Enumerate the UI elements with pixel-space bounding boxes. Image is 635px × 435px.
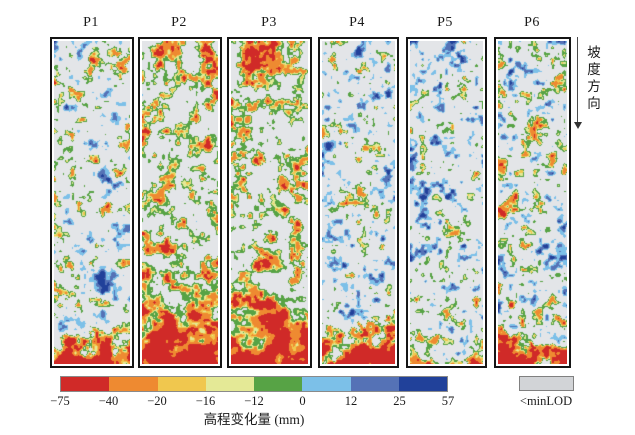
colorbar-segment-lightblue [302,377,351,391]
panel-p6-raster [498,41,567,364]
panel-p4-raster [322,41,395,364]
panel-p1-raster [54,41,130,364]
slope-direction-label: 坡度方向 [585,45,600,113]
colorbar-tick: 25 [393,394,406,408]
arrow-down-icon [574,122,582,129]
colorbar-segment-medblue [350,377,399,391]
colorbar-segment-yellow [157,377,206,391]
panel-label-p1: P1 [83,15,99,30]
panel-p1-map [50,37,134,368]
colorbar-tick: 12 [344,394,358,408]
slope-direction-arrow-line [577,37,578,122]
panel-p3-raster [231,41,308,364]
panel-label-p2: P2 [171,15,187,30]
panel-label-p5: P5 [437,15,453,30]
colorbar-tick: 57 [441,394,455,408]
colorbar-tick: 0 [299,394,306,408]
colorbar-tick: −20 [147,394,167,408]
panel-label-p6: P6 [524,15,540,30]
minlod-swatch [519,376,574,391]
panel-p4-map [318,37,399,368]
colorbar-segment-darkblue [398,377,447,391]
colorbar-title: 高程变化量 (mm) [203,412,305,427]
colorbar [60,376,448,392]
panel-label-p4: P4 [349,15,365,30]
panel-p2-raster [142,41,218,364]
colorbar-segment-green [254,377,303,391]
panel-label-p3: P3 [261,15,277,30]
colorbar-tick: −16 [195,394,216,408]
colorbar-tick: −40 [98,394,119,408]
panel-p3-map [227,37,312,368]
panel-p6-map [494,37,571,368]
panel-p5-map [406,37,487,368]
panel-p2-map [138,37,222,368]
colorbar-tick: −12 [244,394,264,408]
colorbar-tick: −75 [50,394,70,408]
panel-p5-raster [410,41,483,364]
colorbar-segment-orange [109,377,158,391]
minlod-label: <minLOD [519,394,573,408]
colorbar-segment-paleyellow [205,377,254,391]
colorbar-segment-red [61,377,110,391]
